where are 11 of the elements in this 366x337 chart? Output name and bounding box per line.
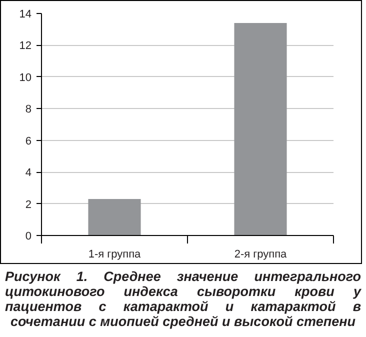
y-tick-label: 2 (25, 198, 32, 211)
y-tick-label: 10 (19, 72, 32, 84)
x-tick-label: 2-я группа (234, 248, 288, 260)
y-tick-label: 6 (25, 135, 32, 148)
x-tick-label: 1-я группа (88, 248, 142, 260)
y-tick-label: 4 (25, 167, 32, 180)
y-tick-label: 14 (19, 8, 32, 20)
y-tick-label: 12 (19, 40, 32, 52)
text: Рисунок 1. Среднее значение интегрального цитокинового индекса сыворотки крови у пациентов с катарактой и катарактой в сочетании с миопией средней и высокой степени (5, 269, 361, 329)
y-tick-label: 8 (25, 104, 32, 116)
y-tick-label: 0 (25, 230, 32, 242)
